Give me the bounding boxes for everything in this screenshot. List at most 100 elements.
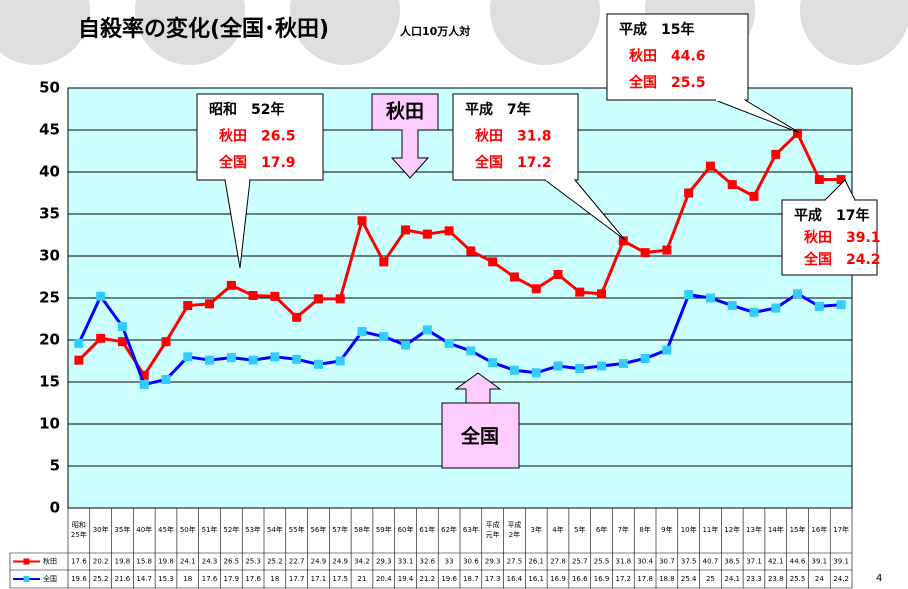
x-tick-label: 15年 xyxy=(790,525,806,534)
data-point xyxy=(292,312,302,322)
y-tick-label: 40 xyxy=(39,163,60,181)
data-point xyxy=(749,191,759,201)
x-tick-label: 52年 xyxy=(223,525,239,534)
x-tick-label: 10年 xyxy=(681,525,697,534)
data-point xyxy=(814,175,824,185)
callout-box xyxy=(606,13,749,101)
data-point xyxy=(379,257,389,267)
data-label: 19.6 xyxy=(441,575,457,583)
data-point xyxy=(270,352,280,362)
data-point xyxy=(684,188,694,198)
data-point xyxy=(226,353,236,363)
data-label: 21.6 xyxy=(115,575,131,583)
data-label: 19.8 xyxy=(115,558,131,566)
data-label: 17.6 xyxy=(245,575,261,583)
data-point xyxy=(727,180,737,190)
data-label: 24 xyxy=(815,575,824,583)
data-point xyxy=(292,354,302,364)
x-tick-label: 59年 xyxy=(376,525,392,534)
data-label: 17.8 xyxy=(637,575,653,583)
data-label: 44.6 xyxy=(790,558,806,566)
data-label: 24.2 xyxy=(833,575,849,583)
data-point xyxy=(640,248,650,258)
data-point xyxy=(684,290,694,300)
data-point xyxy=(248,290,258,300)
data-label: 18 xyxy=(183,575,192,583)
data-label: 15.3 xyxy=(158,575,174,583)
data-point xyxy=(205,355,215,365)
data-point xyxy=(836,300,846,310)
x-tick-label: 12年 xyxy=(724,525,740,534)
data-label: 26.5 xyxy=(224,558,240,566)
y-tick-label: 45 xyxy=(39,121,60,139)
data-label: 21 xyxy=(358,575,367,583)
x-tick-label: 13年 xyxy=(746,525,762,534)
callout-text: 平成 17年 xyxy=(794,207,869,224)
x-tick-label: 63年 xyxy=(463,525,479,534)
data-point xyxy=(575,364,585,374)
data-label: 17.5 xyxy=(332,575,348,583)
data-label: 39.1 xyxy=(812,558,828,566)
chart-subtitle: 人口10万人対 xyxy=(400,24,470,38)
data-point xyxy=(270,291,280,301)
data-point xyxy=(466,246,476,256)
data-label: 16.4 xyxy=(507,575,523,583)
callout-text: 全国 17.2 xyxy=(474,154,552,171)
data-label: 29.3 xyxy=(485,558,501,566)
data-point xyxy=(248,355,258,365)
data-label: 25.5 xyxy=(790,575,806,583)
data-point xyxy=(139,380,149,390)
callout-text: 全国 17.9 xyxy=(218,154,296,171)
data-label: 31.8 xyxy=(616,558,632,566)
data-point xyxy=(96,291,106,301)
data-label: 16.9 xyxy=(550,575,566,583)
data-label: 14.7 xyxy=(136,575,152,583)
data-point xyxy=(74,355,84,365)
data-label: 30.4 xyxy=(637,558,653,566)
data-label: 17.7 xyxy=(289,575,305,583)
series-arrow-label: 秋田 xyxy=(386,100,424,123)
data-point xyxy=(117,322,127,332)
data-point xyxy=(640,353,650,363)
data-point xyxy=(226,280,236,290)
callout-text: 秋田 31.8 xyxy=(475,127,552,144)
data-label: 33 xyxy=(445,558,454,566)
data-label: 39.1 xyxy=(833,558,849,566)
y-tick-label: 35 xyxy=(39,205,60,223)
data-point xyxy=(553,361,563,371)
data-point xyxy=(509,272,519,282)
data-point xyxy=(335,294,345,304)
data-point xyxy=(313,294,323,304)
data-label: 25.4 xyxy=(681,575,697,583)
data-label: 24.1 xyxy=(724,575,740,583)
data-label: 25.3 xyxy=(245,558,261,566)
data-label: 19.6 xyxy=(71,575,87,583)
callout-box xyxy=(452,93,579,181)
data-label: 20.2 xyxy=(93,558,109,566)
data-point xyxy=(183,352,193,362)
data-point xyxy=(444,226,454,236)
data-point xyxy=(401,340,411,350)
data-point xyxy=(183,301,193,311)
data-point xyxy=(357,327,367,337)
x-tick-label: 14年 xyxy=(768,525,784,534)
data-label: 27.5 xyxy=(507,558,523,566)
data-label: 25.7 xyxy=(572,558,588,566)
x-tick-label: 62年 xyxy=(441,525,457,534)
data-label: 18.7 xyxy=(463,575,479,583)
data-label: 19.4 xyxy=(398,575,414,583)
x-tick-label: 30年 xyxy=(93,525,109,534)
data-label: 37.5 xyxy=(681,558,697,566)
x-tick-label: 9年 xyxy=(661,525,672,534)
data-label: 17.3 xyxy=(485,575,501,583)
data-label: 42.1 xyxy=(768,558,784,566)
x-tick-label: 8年 xyxy=(639,525,650,534)
y-tick-label: 20 xyxy=(39,331,60,349)
y-tick-label: 15 xyxy=(39,373,60,391)
data-label: 23.8 xyxy=(768,575,784,583)
legend-label: 秋田 xyxy=(43,557,57,566)
data-point xyxy=(335,356,345,366)
x-tick-label: 51年 xyxy=(202,525,218,534)
x-tick-label: 56年 xyxy=(310,525,326,534)
data-point xyxy=(422,325,432,335)
